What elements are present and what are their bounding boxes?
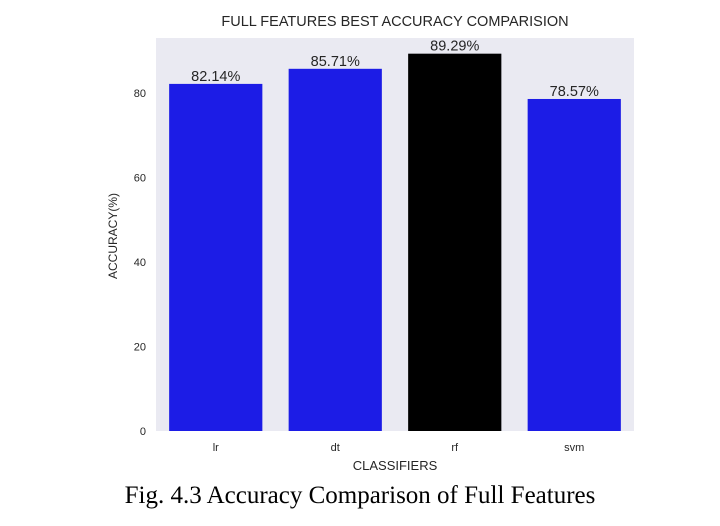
y-tick-label-60: 60 [134, 172, 146, 184]
x-axis-label: CLASSIFIERS [353, 458, 438, 473]
x-tick-label-dt: dt [331, 442, 340, 454]
chart-title: FULL FEATURES BEST ACCURACY COMPARISION [221, 14, 568, 30]
y-tick-label-40: 40 [134, 257, 146, 269]
bar-chart: 82.14% 85.71% 89.29% 78.57% 0 20 40 60 80 lr dt r… [106, 14, 634, 473]
value-label-dt: 85.71% [311, 54, 360, 70]
bar-dt [288, 68, 382, 432]
y-tick-label-0: 0 [140, 426, 146, 438]
value-label-svm: 78.57% [550, 84, 599, 100]
value-label-rf: 89.29% [430, 39, 479, 55]
bar-svm [527, 98, 621, 431]
figure-caption: Fig. 4.3 Accuracy Comparison of Full Fea… [124, 482, 596, 509]
y-axis-label: ACCURACY(%) [106, 193, 120, 279]
x-tick-label-lr: lr [213, 442, 219, 454]
x-tick-label-rf: rf [451, 442, 459, 454]
bar-lr [169, 83, 263, 431]
value-label-lr: 82.14% [191, 69, 240, 85]
bar-rf [408, 53, 502, 432]
y-tick-label-20: 20 [134, 341, 146, 353]
x-tick-label-svm: svm [564, 442, 584, 454]
y-tick-label-80: 80 [134, 88, 146, 100]
